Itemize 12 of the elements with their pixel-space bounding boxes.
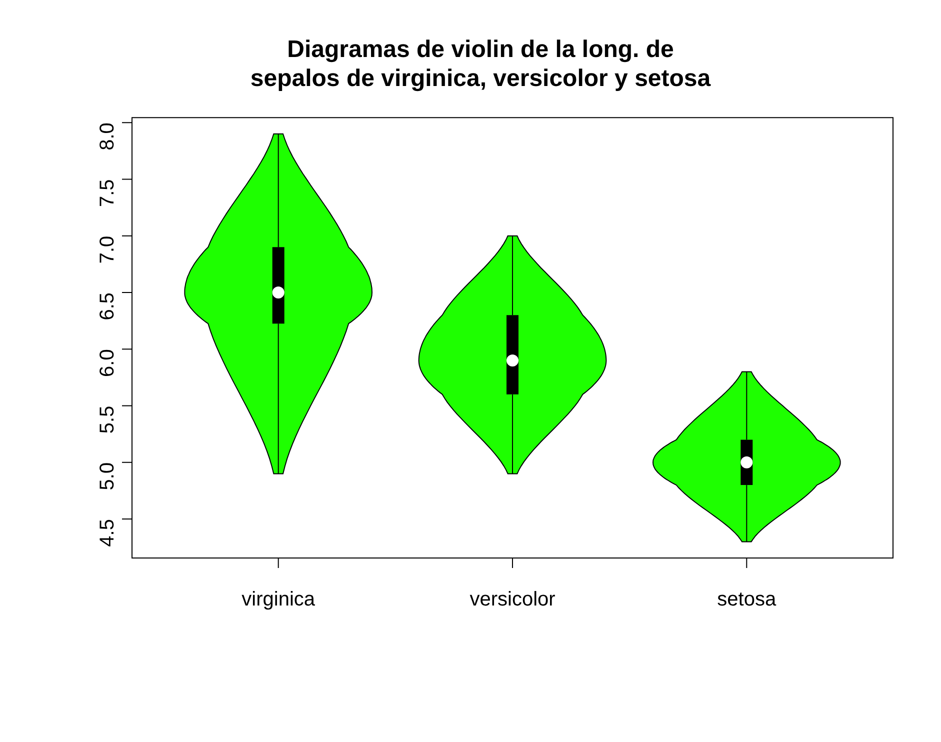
chart-title: Diagramas de violin de la long. de sepalos de virginica, versicolor y setosa <box>250 36 712 92</box>
x-tick-label: setosa <box>717 588 777 611</box>
y-tick-label: 7.0 <box>96 236 119 264</box>
y-tick-label: 5.0 <box>96 462 119 490</box>
x-tick-label: virginica <box>242 588 316 611</box>
y-tick-label: 6.5 <box>96 292 119 320</box>
x-tick-label: versicolor <box>470 588 556 611</box>
y-tick-label: 5.5 <box>96 406 119 434</box>
y-tick-label: 4.5 <box>96 519 119 547</box>
y-tick-label: 8.0 <box>96 122 119 150</box>
y-tick-label: 6.0 <box>96 349 119 377</box>
y-tick-label: 7.5 <box>96 179 119 208</box>
